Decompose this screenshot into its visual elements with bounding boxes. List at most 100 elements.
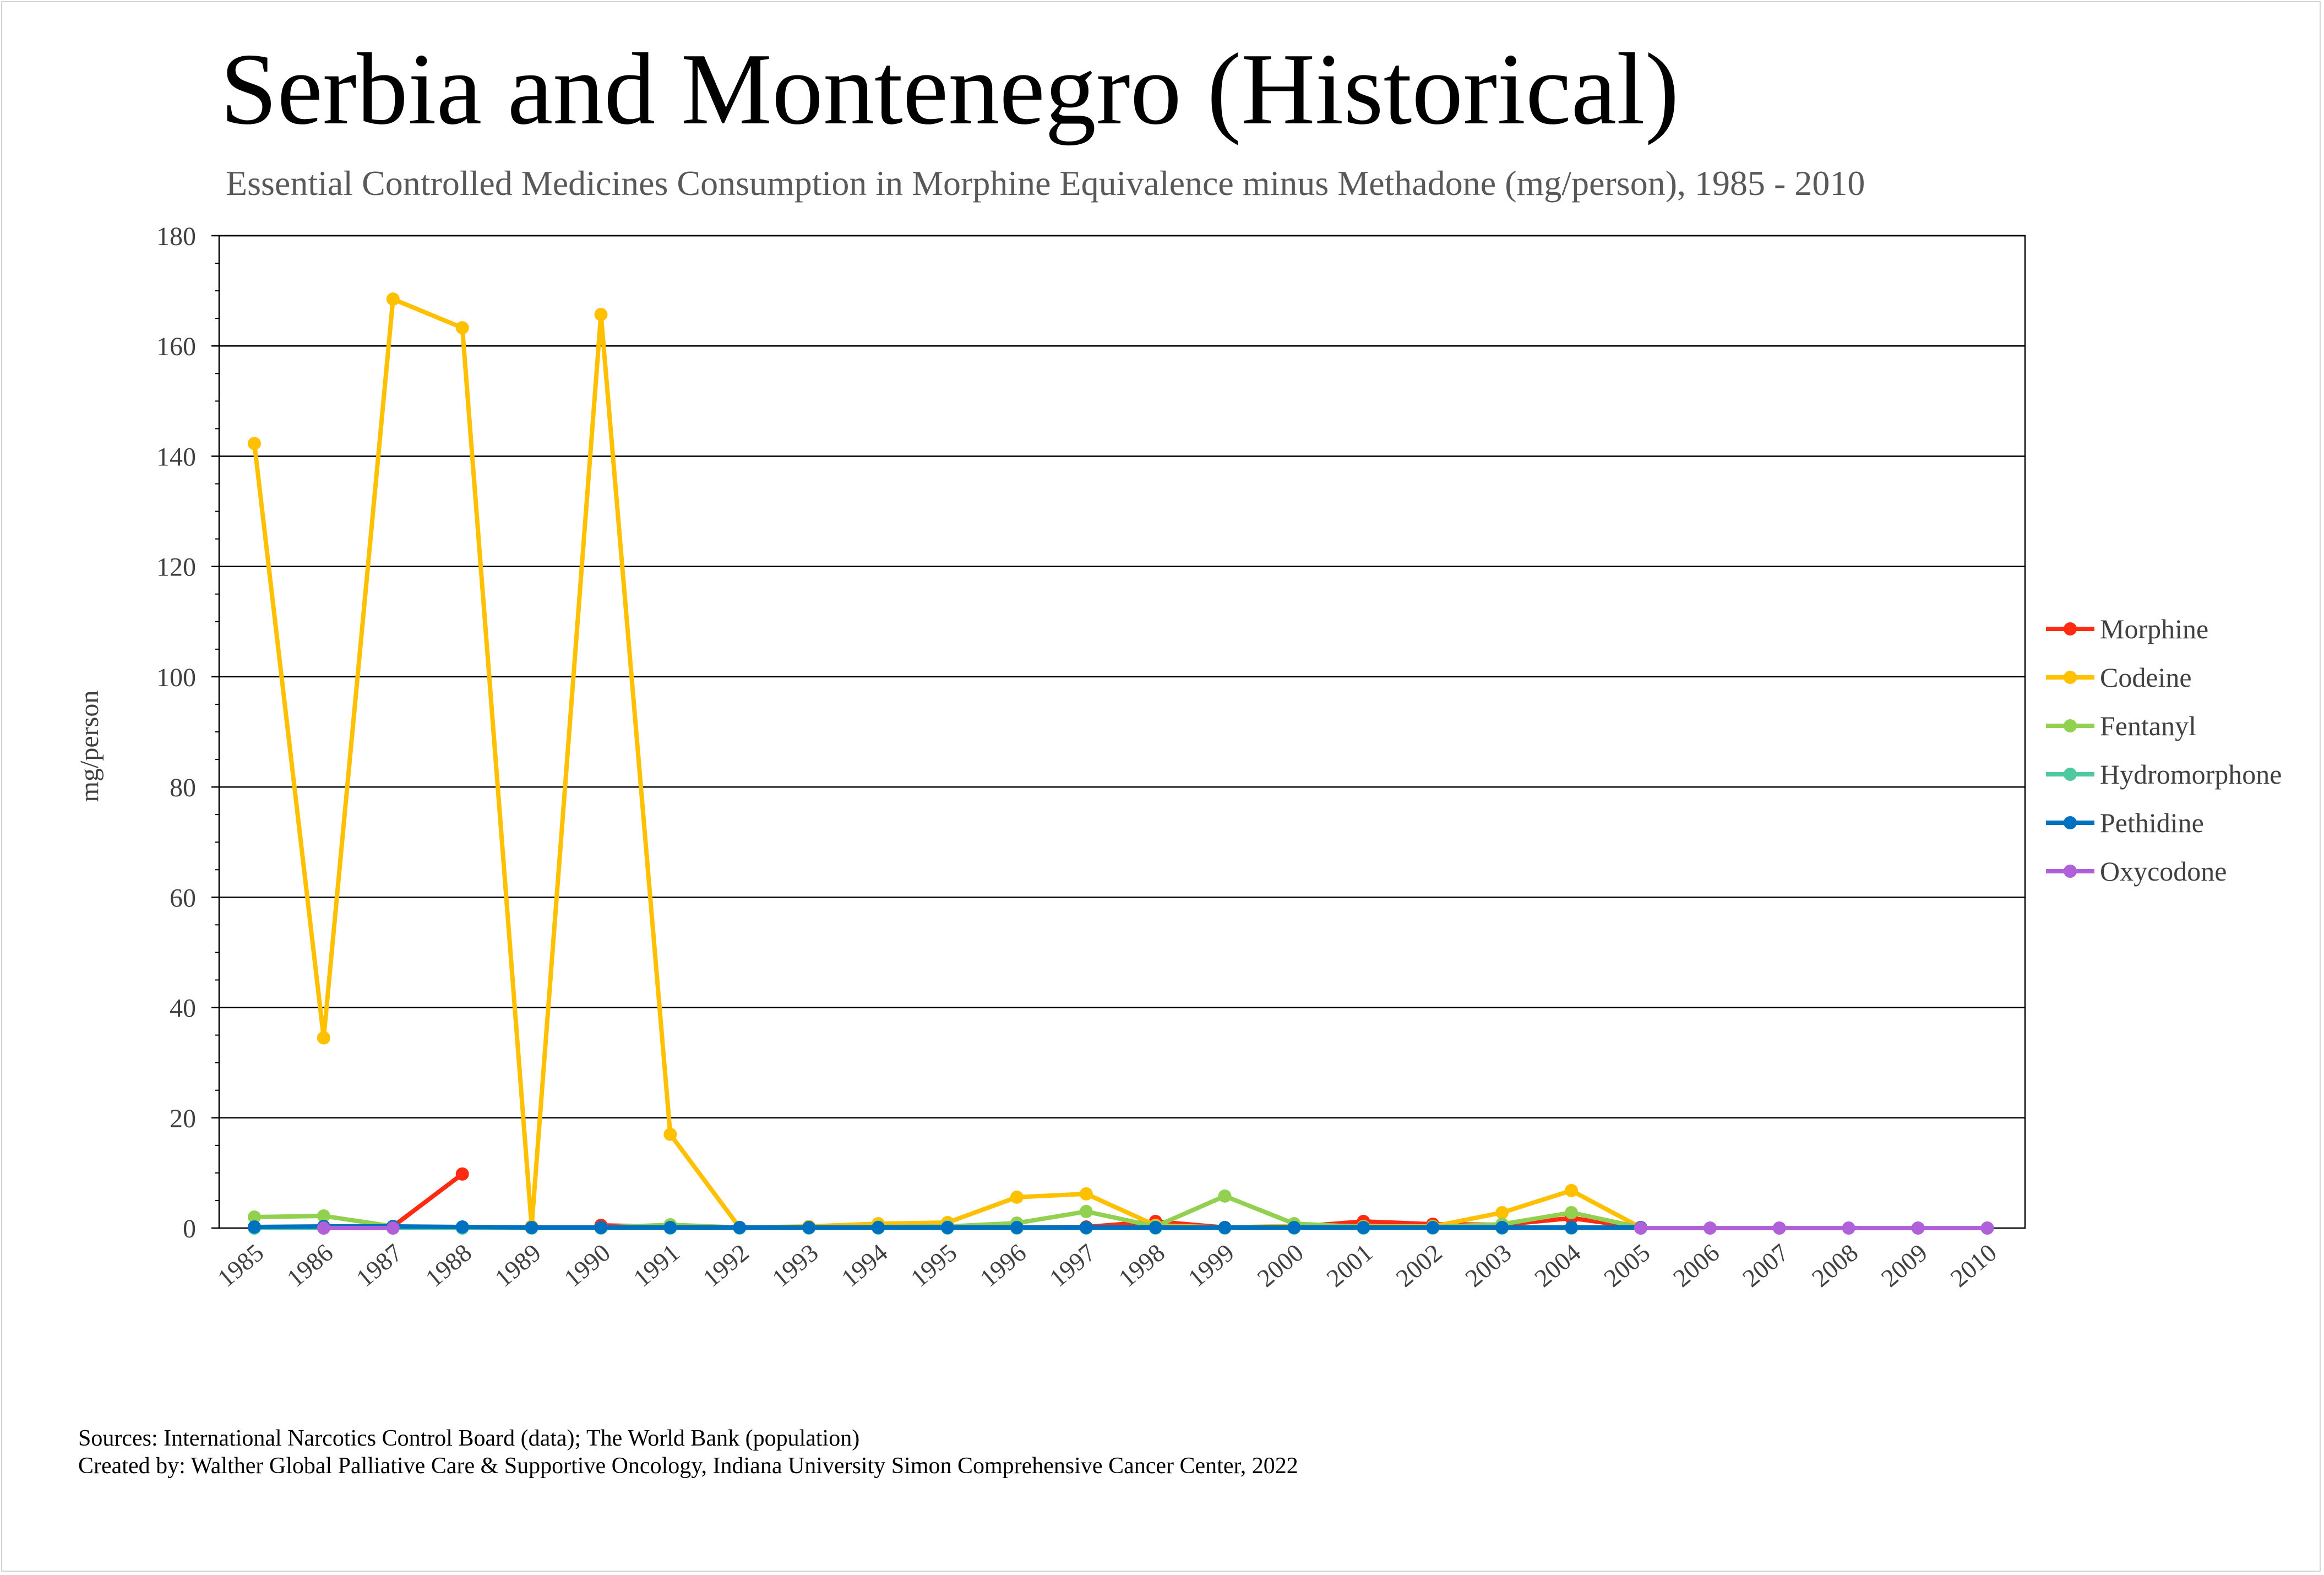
data-point	[386, 1221, 400, 1235]
legend-marker	[2064, 719, 2077, 732]
x-tick-label: 1999	[1183, 1239, 1239, 1292]
legend-marker	[2064, 622, 2077, 636]
y-tick-label: 0	[183, 1214, 196, 1243]
x-tick-label: 1985	[212, 1239, 269, 1292]
data-point	[1218, 1189, 1232, 1203]
data-point	[1079, 1187, 1093, 1201]
y-tick-label: 120	[156, 553, 196, 582]
data-point	[1218, 1220, 1232, 1234]
x-tick-label: 2003	[1460, 1239, 1516, 1292]
legend: Morphine Codeine Fentanyl Hydromorphone Peth…	[2046, 613, 2282, 887]
data-point	[248, 1210, 261, 1224]
x-tick-label: 2001	[1321, 1239, 1378, 1292]
legend-label: Hydromorphone	[2100, 759, 2282, 790]
data-point	[733, 1220, 747, 1234]
x-tick-label: 2006	[1668, 1239, 1724, 1292]
x-tick-label: 2008	[1806, 1239, 1863, 1292]
x-tick-label: 2007	[1737, 1239, 1794, 1292]
data-point	[1565, 1183, 1579, 1197]
data-point	[1911, 1221, 1925, 1235]
legend-marker	[2064, 768, 2077, 781]
legend-label: Morphine	[2100, 613, 2208, 644]
y-tick-label: 20	[170, 1104, 196, 1133]
data-point	[594, 1220, 608, 1234]
data-point	[317, 1209, 330, 1223]
legend-label: Fentanyl	[2100, 710, 2196, 741]
data-point	[1772, 1221, 1786, 1235]
data-point	[1010, 1190, 1024, 1204]
legend-item: Pethidine	[2046, 807, 2204, 838]
legend-item: Hydromorphone	[2046, 759, 2282, 790]
plot-border	[218, 235, 2026, 1229]
x-tick-label: 2005	[1598, 1239, 1655, 1292]
y-tick-label: 160	[156, 332, 196, 361]
legend-item: Fentanyl	[2046, 710, 2196, 741]
data-point	[317, 1221, 330, 1235]
data-point	[594, 308, 608, 322]
chart-title: Serbia and Montenegro (Historical)	[220, 32, 1679, 146]
x-tick-label: 1997	[1044, 1239, 1101, 1292]
x-tick-label: 1986	[281, 1239, 338, 1292]
data-point	[1357, 1220, 1370, 1234]
data-point	[1079, 1220, 1093, 1234]
legend-marker	[2064, 671, 2077, 684]
data-point	[872, 1220, 885, 1234]
x-tick-label: 1987	[351, 1239, 407, 1292]
data-point	[663, 1127, 677, 1141]
y-tick-label: 180	[156, 222, 196, 251]
data-point	[455, 321, 469, 335]
data-point	[1703, 1221, 1717, 1235]
gridlines	[219, 235, 2025, 1119]
x-tick-label: 1993	[766, 1239, 823, 1292]
data-point	[1842, 1221, 1855, 1235]
data-point	[802, 1220, 816, 1234]
data-point	[1980, 1221, 1994, 1235]
data-point	[1495, 1205, 1509, 1219]
data-point	[663, 1220, 677, 1234]
legend-label: Oxycodone	[2100, 856, 2227, 887]
x-tick-label: 1994	[836, 1239, 892, 1292]
data-point	[525, 1220, 538, 1234]
axes: 0 20 40 60 80 100 120 140 160 180 1985 1986 1987 1988…	[156, 222, 2026, 1292]
legend-item: Oxycodone	[2046, 856, 2227, 887]
y-axis-label: mg/person	[75, 691, 104, 802]
data-point	[1149, 1220, 1162, 1234]
x-tick-label: 2009	[1876, 1239, 1933, 1292]
credits-note: Created by: Walther Global Palliative Ca…	[78, 1453, 1298, 1479]
data-point	[386, 292, 400, 306]
y-tick-label: 80	[170, 773, 196, 802]
series-codeine	[248, 292, 1647, 1234]
y-tick-label: 100	[156, 663, 196, 692]
x-tick-label: 1995	[905, 1239, 962, 1292]
x-tick-label: 2002	[1390, 1239, 1447, 1292]
legend-label: Pethidine	[2100, 807, 2204, 838]
series-oxycodone	[317, 1221, 1994, 1235]
legend-marker	[2064, 865, 2077, 878]
data-point	[248, 1220, 261, 1234]
x-tick-label: 2000	[1252, 1239, 1309, 1292]
data-point	[1426, 1220, 1440, 1234]
data-point	[1079, 1204, 1093, 1218]
series-line	[252, 297, 1642, 1230]
x-tick-label: 1992	[697, 1239, 754, 1292]
x-tick-label: 1998	[1113, 1239, 1170, 1292]
x-tick-label: 1989	[489, 1239, 546, 1292]
data-point	[1287, 1220, 1301, 1234]
x-tick-label: 2010	[1945, 1239, 2002, 1292]
y-tick-label: 40	[170, 994, 196, 1023]
x-tick-label: 2004	[1529, 1239, 1586, 1292]
legend-label: Codeine	[2100, 662, 2192, 693]
data-point	[1010, 1220, 1024, 1234]
data-point	[455, 1167, 469, 1181]
y-tick-label: 60	[170, 883, 196, 913]
data-point	[1565, 1220, 1579, 1234]
x-tick-label: 1988	[420, 1239, 477, 1292]
x-tick-label: 1996	[975, 1239, 1031, 1292]
data-point	[317, 1031, 330, 1045]
legend-marker	[2064, 816, 2077, 829]
data-point	[1565, 1205, 1579, 1219]
series-line	[391, 1172, 464, 1229]
chart-subtitle: Essential Controlled Medicines Consumpti…	[226, 164, 1865, 203]
